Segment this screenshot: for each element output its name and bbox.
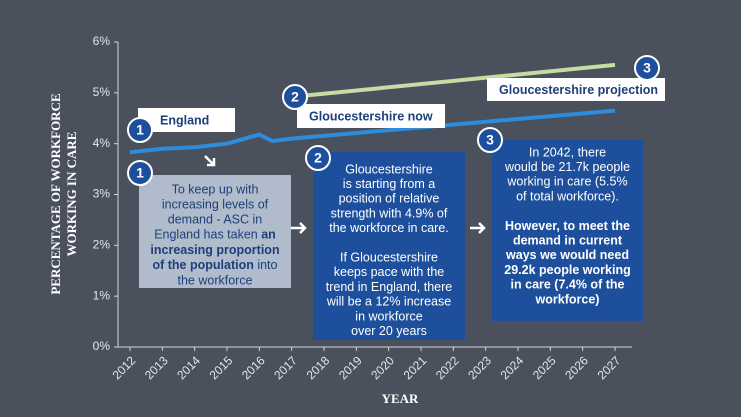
note-box [139, 175, 291, 288]
y-tick-label: 2% [93, 238, 111, 252]
note-text: of the population into [152, 258, 277, 272]
badge-number: 3 [643, 60, 651, 76]
callout-label: Gloucestershire now [309, 109, 433, 123]
note-text: over 20 years [351, 324, 427, 338]
y-tick-label: 6% [93, 34, 111, 48]
note-text: the workforce [177, 273, 252, 287]
note-text: However, to meet the [505, 219, 630, 233]
note-text: position of relative [339, 192, 440, 206]
y-tick-label: 4% [93, 136, 111, 150]
note-text: England has taken an [154, 228, 276, 242]
badge-number: 1 [136, 122, 144, 138]
badge-number: 2 [314, 150, 322, 166]
badge-number: 3 [486, 132, 494, 148]
note-text: in care (7.4% of the [511, 278, 625, 292]
note-text: increasing levels of [162, 197, 269, 211]
note-text: would be 21.7k people [504, 160, 630, 174]
callout-label: England [160, 113, 209, 127]
number-badge [127, 160, 153, 186]
callout-box [487, 78, 665, 101]
callout-box [297, 104, 445, 128]
note-text-segment: increasing proportion [150, 243, 279, 257]
note-text: In 2042, there [529, 145, 606, 159]
y-axis-label: WORKING IN CARE [64, 132, 79, 257]
note-text: keeps pace with the [334, 265, 445, 279]
note-text: in workforce [355, 309, 422, 323]
number-badge [127, 117, 153, 143]
arrow [470, 222, 486, 234]
badge-number: 2 [291, 89, 299, 105]
badge-number: 1 [136, 165, 144, 181]
note-text: If Gloucestershire [340, 250, 438, 264]
number-badge [634, 55, 660, 81]
note-text: trend in England, there [326, 280, 453, 294]
series-line [291, 62, 616, 99]
arrow [204, 155, 216, 167]
note-text: demand in current [513, 233, 623, 247]
y-axis-label: PERCENTAGE OF WORKFORCE [48, 93, 63, 294]
y-tick-label: 0% [93, 339, 111, 353]
y-tick-label: 3% [93, 187, 111, 201]
note-text: To keep up with [172, 182, 259, 196]
callout-box [138, 108, 235, 132]
note-text-segment: of the population [152, 258, 253, 272]
y-tick-label: 5% [93, 85, 111, 99]
note-text-segment: England has taken [154, 228, 261, 242]
callout-label: Gloucestershire projection [499, 83, 658, 97]
note-text: Gloucestershire [345, 162, 433, 176]
note-text-segment: an [261, 228, 276, 242]
note-text: 29.2k people working [504, 263, 630, 277]
note-text: strength with 4.9% of [331, 206, 448, 220]
note-text: workforce) [535, 292, 600, 306]
note-box [313, 152, 465, 340]
note-text: demand - ASC in [168, 213, 263, 227]
note-text: will be a 12% increase [326, 295, 451, 309]
note-text: of total workforce). [516, 189, 619, 203]
number-badge [282, 84, 308, 110]
number-badge [305, 145, 331, 171]
note-text: working in care (5.5% [506, 175, 627, 189]
number-badge [477, 127, 503, 153]
arrow [291, 222, 307, 234]
note-text: ways we would need [505, 248, 629, 262]
note-text: is starting from a [343, 177, 435, 191]
y-tick-label: 1% [93, 288, 111, 302]
note-text: increasing proportion [150, 243, 279, 257]
note-box [492, 140, 643, 321]
series-line [129, 108, 616, 155]
note-text: the workforce in care. [329, 221, 449, 235]
x-axis-label: YEAR [382, 391, 419, 406]
note-text-segment: into [254, 258, 278, 272]
